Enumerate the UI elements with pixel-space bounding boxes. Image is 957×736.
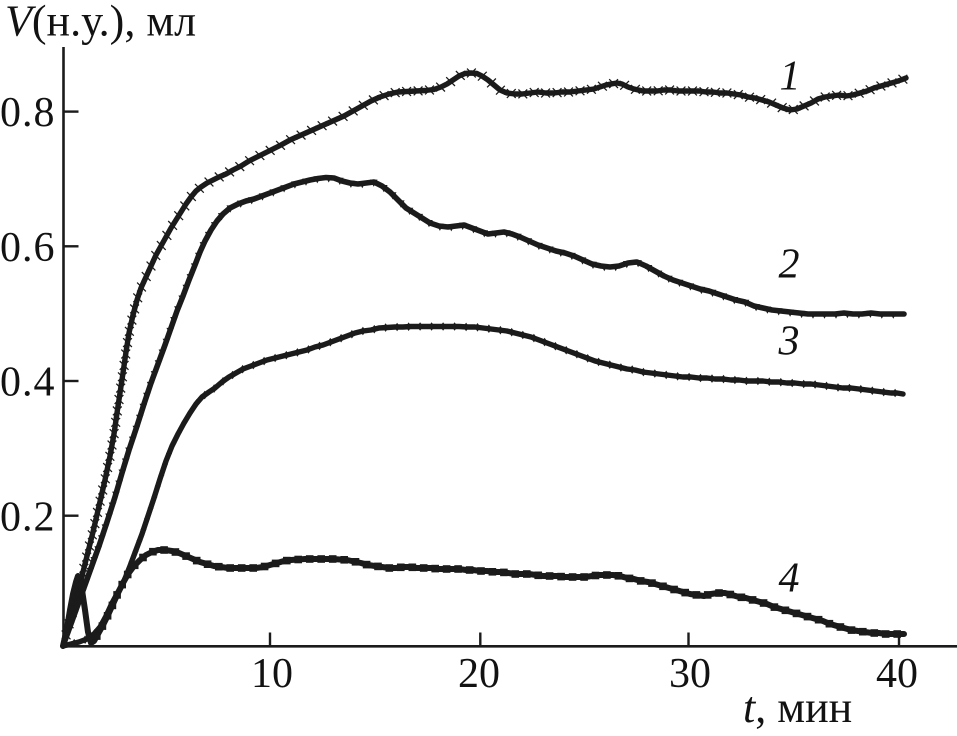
svg-text:30: 30: [669, 651, 711, 697]
svg-text:0.8: 0.8: [0, 90, 56, 136]
svg-text:20: 20: [458, 651, 500, 697]
svg-text:40: 40: [876, 651, 918, 697]
svg-text:2: 2: [779, 242, 800, 288]
svg-text:t, мин: t, мин: [743, 683, 852, 732]
svg-text:0.6: 0.6: [0, 225, 56, 271]
svg-text:0.2: 0.2: [0, 494, 56, 540]
svg-text:3: 3: [778, 319, 800, 365]
svg-text:1: 1: [780, 54, 801, 100]
svg-text:V(н.у.), мл: V(н.у.), мл: [5, 0, 196, 46]
svg-text:10: 10: [251, 651, 293, 697]
svg-text:4: 4: [779, 556, 800, 602]
svg-text:0.4: 0.4: [0, 360, 56, 406]
